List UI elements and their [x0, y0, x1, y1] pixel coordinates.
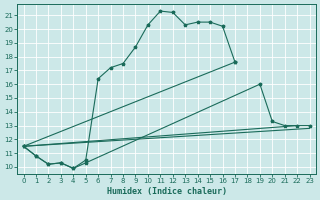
X-axis label: Humidex (Indice chaleur): Humidex (Indice chaleur): [107, 187, 227, 196]
